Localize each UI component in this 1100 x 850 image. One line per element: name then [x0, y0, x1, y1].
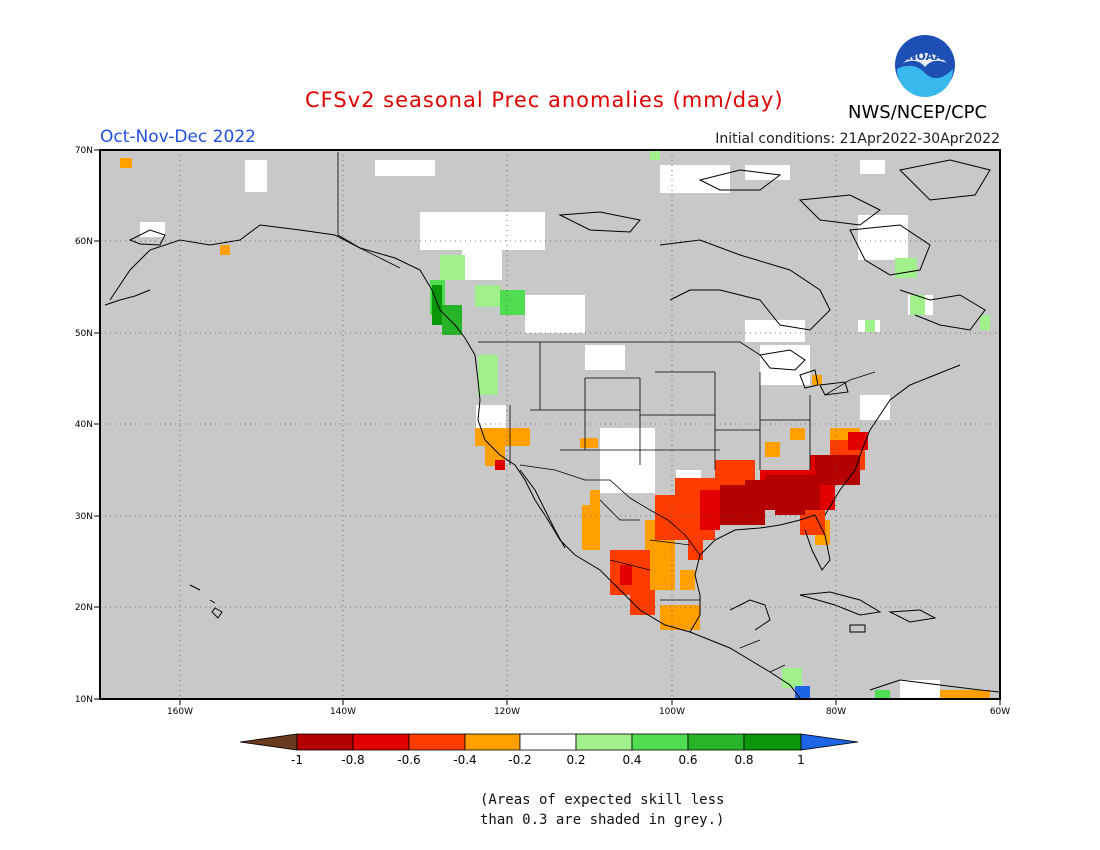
- legend-swatch: [743, 733, 802, 751]
- legend-tick-label: 0.8: [734, 753, 753, 767]
- legend-tick-label: 0.4: [622, 753, 641, 767]
- legend-swatch: [687, 733, 745, 751]
- lon-label: 160W: [167, 707, 193, 717]
- legend-arrow-right: [800, 733, 859, 751]
- legend-swatch: [575, 733, 633, 751]
- axis-ticks: [94, 149, 1001, 705]
- lon-label: 140W: [330, 707, 356, 717]
- agency-label: NWS/NCEP/CPC: [848, 102, 988, 123]
- legend-tick-label: 0.2: [566, 753, 585, 767]
- lat-label: 30N: [75, 512, 93, 522]
- legend-swatch: [464, 733, 521, 751]
- lat-label: 50N: [75, 329, 93, 339]
- longitude-labels: 160W 140W 120W 100W 80W 60W: [167, 707, 1010, 717]
- legend-tick-label: -0.8: [341, 753, 364, 767]
- skill-footnote: (Areas of expected skill less than 0.3 a…: [480, 790, 724, 830]
- lat-label: 70N: [75, 146, 93, 156]
- legend-arrow-left: [239, 733, 298, 751]
- footnote-line: than 0.3 are shaded in grey.): [480, 812, 725, 828]
- legend-swatch: [296, 733, 354, 751]
- lon-label: 100W: [659, 707, 685, 717]
- season-label: Oct-Nov-Dec 2022: [100, 127, 256, 147]
- coastlines: [104, 159, 1001, 699]
- map-background: [100, 150, 1000, 699]
- legend-tick-label: -0.2: [508, 753, 531, 767]
- legend-swatch: [631, 733, 689, 751]
- legend-swatch: [352, 733, 410, 751]
- legend-tick-label: -0.4: [453, 753, 476, 767]
- legend-swatch: [519, 733, 577, 751]
- lat-label: 10N: [75, 695, 93, 705]
- legend-tick-label: 0.6: [678, 753, 697, 767]
- lon-label: 120W: [494, 707, 520, 717]
- lat-label: 60N: [75, 237, 93, 247]
- footnote-line: (Areas of expected skill less: [480, 792, 725, 808]
- noaa-logo: NOAA: [895, 35, 955, 97]
- legend-tick-label: 1: [797, 753, 805, 767]
- gridlines: [100, 150, 1000, 699]
- lon-label: 80W: [826, 707, 846, 717]
- legend-tick-label: -1: [291, 753, 303, 767]
- legend-tick-label: -0.6: [397, 753, 420, 767]
- lat-label: 20N: [75, 603, 93, 613]
- lat-label: 40N: [75, 420, 93, 430]
- initial-conditions-label: Initial conditions: 21Apr2022-30Apr2022: [715, 131, 1000, 147]
- legend-swatch: [408, 733, 466, 751]
- legend-tick-labels: -1 -0.8 -0.6 -0.4 -0.2 0.2 0.4 0.6 0.8 1: [291, 753, 805, 767]
- political-borders: [337, 152, 876, 673]
- noaa-logo-text: NOAA: [907, 50, 943, 63]
- latitude-labels: 70N 60N 50N 40N 30N 20N 10N: [75, 146, 93, 705]
- map-title: CFSv2 seasonal Prec anomalies (mm/day): [305, 88, 784, 112]
- color-legend: [239, 733, 859, 751]
- lon-label: 60W: [990, 707, 1010, 717]
